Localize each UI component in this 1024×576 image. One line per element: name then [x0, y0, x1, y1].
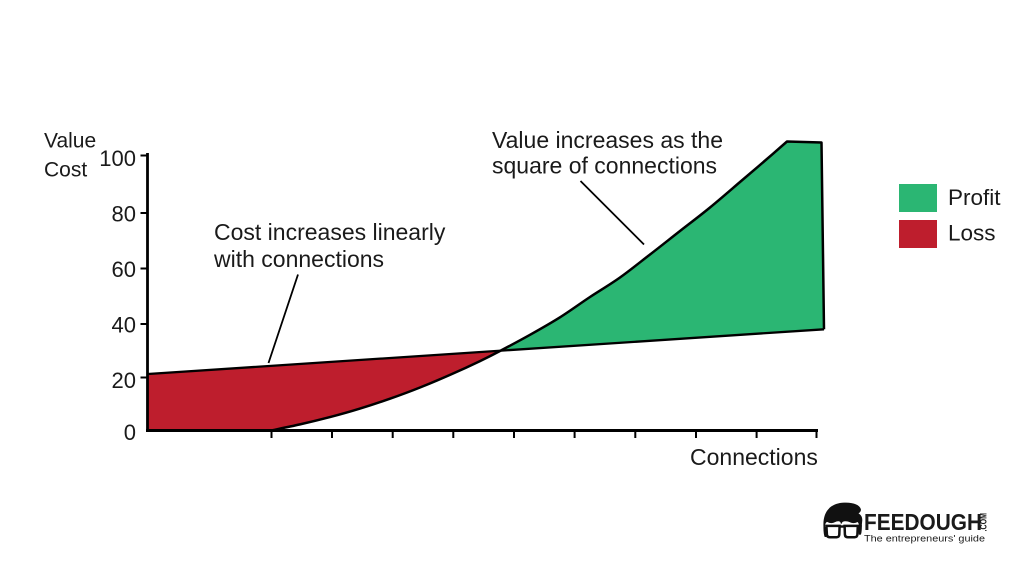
svg-text:Connections: Connections [690, 444, 818, 470]
svg-text:Value increases as the: Value increases as the [492, 127, 723, 153]
svg-text:FEEDOUGH: FEEDOUGH [864, 509, 982, 535]
svg-text:Loss: Loss [948, 221, 996, 246]
svg-text:100: 100 [99, 146, 136, 171]
svg-text:Cost increases linearly: Cost increases linearly [214, 219, 446, 245]
svg-text:0: 0 [124, 420, 136, 445]
svg-text:Value: Value [44, 130, 96, 153]
svg-text:Cost: Cost [44, 159, 87, 182]
svg-text:40: 40 [112, 313, 136, 338]
svg-text:.COM: .COM [979, 513, 990, 532]
svg-text:square of connections: square of connections [492, 153, 717, 179]
svg-text:60: 60 [112, 257, 136, 282]
svg-text:with connections: with connections [213, 246, 384, 272]
svg-text:Profit: Profit [948, 185, 1001, 210]
svg-text:80: 80 [112, 202, 136, 227]
svg-text:The entrepreneurs' guide: The entrepreneurs' guide [864, 534, 985, 544]
svg-text:20: 20 [112, 368, 136, 393]
